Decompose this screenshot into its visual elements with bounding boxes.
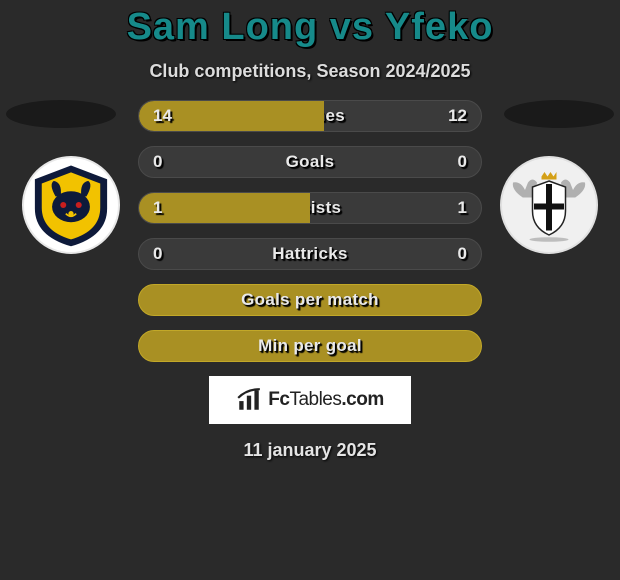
row-goals: 0 Goals 0 [138, 146, 482, 178]
row-assists-value-left: 1 [153, 193, 162, 223]
row-assists-value-right: 1 [458, 193, 467, 223]
row-min-per-goal: Min per goal [138, 330, 482, 362]
row-gpm-label: Goals per match [241, 290, 379, 310]
comparison-panel: 14 Matches 12 0 Goals 0 1 Assists 1 0 Ha… [0, 100, 620, 461]
watermark-main: Tables [289, 389, 341, 410]
club-crest-right [500, 156, 598, 254]
row-hattricks-label: Hattricks [272, 244, 347, 264]
page-title: Sam Long vs Yfeko [0, 0, 620, 49]
player-left-shadow [6, 100, 116, 128]
row-goals-label: Goals [286, 152, 335, 172]
infographic-date: 11 january 2025 [0, 440, 620, 461]
row-goals-per-match: Goals per match [138, 284, 482, 316]
watermark-text: FcTables.com [268, 389, 383, 411]
generic-crest-icon [504, 166, 594, 244]
row-matches-value-left: 14 [153, 101, 172, 131]
oxford-crest-icon [28, 162, 114, 248]
row-mpg-label: Min per goal [258, 336, 362, 356]
watermark-prefix: Fc [268, 389, 289, 410]
player-right-shadow [504, 100, 614, 128]
row-goals-value-right: 0 [458, 147, 467, 177]
watermark-chart-icon [236, 387, 262, 413]
watermark-badge: FcTables.com [209, 376, 411, 424]
row-hattricks: 0 Hattricks 0 [138, 238, 482, 270]
club-crest-left [22, 156, 120, 254]
row-hattricks-value-right: 0 [458, 239, 467, 269]
subtitle: Club competitions, Season 2024/2025 [0, 61, 620, 82]
row-assists-bar-left [139, 193, 310, 223]
row-goals-value-left: 0 [153, 147, 162, 177]
row-matches-value-right: 12 [448, 101, 467, 131]
row-assists: 1 Assists 1 [138, 192, 482, 224]
stat-rows: 14 Matches 12 0 Goals 0 1 Assists 1 0 Ha… [138, 100, 482, 362]
row-matches: 14 Matches 12 [138, 100, 482, 132]
row-hattricks-value-left: 0 [153, 239, 162, 269]
watermark-suffix: .com [341, 389, 383, 410]
